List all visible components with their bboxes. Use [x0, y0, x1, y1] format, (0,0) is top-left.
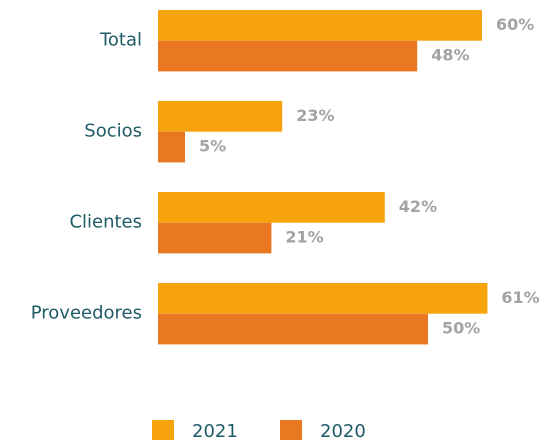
bar: [158, 40, 418, 72]
legend-swatch: [280, 420, 302, 440]
value-label: 50%: [442, 319, 480, 338]
bar: [158, 10, 482, 41]
bar: [158, 131, 185, 163]
category-label: Total: [99, 30, 142, 51]
bar: [158, 222, 272, 254]
value-label: 42%: [399, 197, 437, 216]
category-label: Clientes: [69, 212, 142, 233]
category-label: Proveedores: [31, 303, 142, 324]
value-label: 21%: [285, 228, 323, 247]
value-label: 61%: [501, 288, 539, 307]
bar: [158, 101, 283, 132]
value-label: 5%: [199, 137, 226, 156]
legend-label: 2020: [320, 421, 366, 440]
value-label: 48%: [431, 46, 469, 65]
bar: [158, 313, 428, 345]
legend-label: 2021: [192, 421, 238, 440]
value-label: 60%: [496, 15, 534, 34]
bar: [158, 192, 385, 223]
bar: [158, 283, 488, 314]
value-label: 23%: [296, 106, 334, 125]
category-label: Socios: [84, 121, 142, 142]
legend-swatch: [152, 420, 174, 440]
